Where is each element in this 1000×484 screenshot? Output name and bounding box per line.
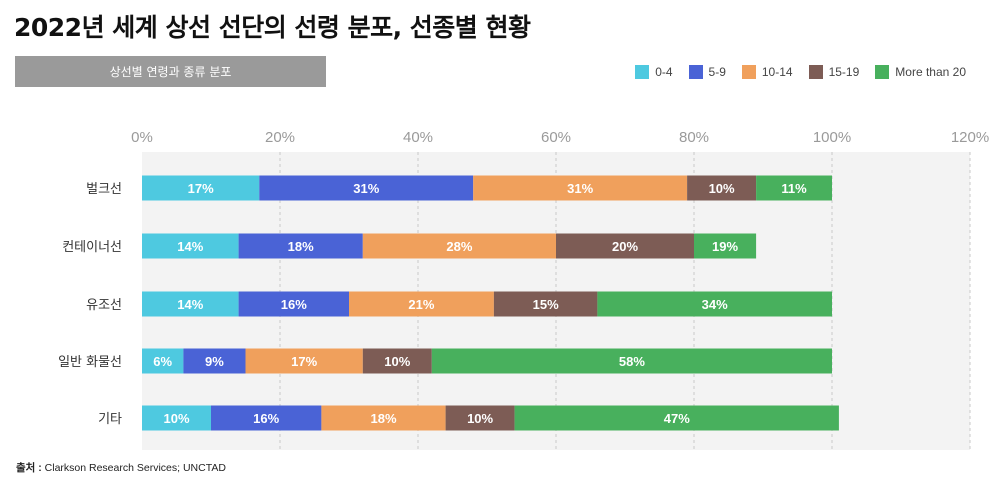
- bar-segment: [321, 405, 446, 431]
- bar-segment: [142, 175, 260, 201]
- legend-swatch: [875, 65, 890, 79]
- bar-segment: [211, 405, 322, 431]
- x-tick-label: 40%: [403, 129, 433, 146]
- legend-label: 5-9: [708, 65, 726, 79]
- data-label: 15%: [533, 297, 559, 312]
- bar-segment: [694, 233, 757, 259]
- data-label: 10%: [163, 411, 189, 426]
- bar-segment: [756, 175, 832, 201]
- bar-segment: [362, 348, 432, 374]
- x-tick-label: 60%: [541, 129, 571, 146]
- data-label: 18%: [370, 411, 396, 426]
- bar-segment: [687, 175, 757, 201]
- bar-segment: [493, 291, 598, 317]
- data-label: 16%: [281, 297, 307, 312]
- x-tick-label: 120%: [951, 129, 989, 146]
- category-label: 컨테이너선: [62, 240, 122, 255]
- data-label: 6%: [153, 354, 172, 369]
- bar-segment: [514, 405, 839, 431]
- legend-swatch: [688, 65, 703, 79]
- source-label: 출처 :: [16, 462, 45, 474]
- data-label: 14%: [177, 239, 203, 254]
- bar-segment: [362, 233, 556, 259]
- legend-item: 10-14: [741, 65, 793, 79]
- bar-segment: [259, 175, 474, 201]
- data-label: 18%: [288, 239, 314, 254]
- bar-segment: [238, 233, 363, 259]
- bar-segment: [142, 233, 239, 259]
- data-label: 11%: [781, 181, 807, 196]
- data-label: 17%: [291, 354, 317, 369]
- data-label: 16%: [253, 411, 279, 426]
- bar-segment: [445, 405, 515, 431]
- bar-segment: [238, 291, 349, 317]
- chart-legend: 0-4 5-9 10-14 15-19 More than 20: [635, 65, 966, 79]
- legend-item: 0-4: [635, 65, 673, 79]
- legend-label: 10-14: [761, 65, 793, 79]
- data-label: 28%: [446, 239, 472, 254]
- category-label: 벌크선: [86, 182, 122, 197]
- legend-swatch: [808, 65, 823, 79]
- chart-subtitle: 상선별 연령과 종류 분포: [15, 56, 326, 87]
- legend-item: 5-9: [688, 65, 726, 79]
- legend-swatch: [741, 65, 756, 79]
- source-text: Clarkson Research Services; UNCTAD: [44, 462, 226, 474]
- data-label: 58%: [619, 354, 645, 369]
- data-label: 10%: [384, 354, 410, 369]
- legend-item: More than 20: [875, 65, 966, 79]
- bar-segment: [473, 175, 688, 201]
- legend-label: 0-4: [655, 65, 673, 79]
- legend-swatch: [635, 65, 650, 79]
- legend-label: 15-19: [828, 65, 860, 79]
- data-label: 17%: [188, 181, 214, 196]
- legend-item: 15-19: [808, 65, 860, 79]
- x-tick-label: 80%: [679, 129, 709, 146]
- legend-label: More than 20: [895, 65, 966, 79]
- data-label: 19%: [712, 239, 738, 254]
- category-label: 유조선: [86, 298, 122, 313]
- bar-segment: [183, 348, 246, 374]
- x-tick-label: 20%: [265, 129, 295, 146]
- data-label: 21%: [408, 297, 434, 312]
- bar-segment: [349, 291, 494, 317]
- data-label: 20%: [612, 239, 638, 254]
- data-label: 14%: [177, 297, 203, 312]
- bar-segment: [431, 348, 832, 374]
- source-note: 출처 : Clarkson Research Services; UNCTAD: [16, 460, 226, 475]
- bar-segment: [142, 291, 239, 317]
- bar-segment: [597, 291, 832, 317]
- bar-segment: [142, 405, 211, 431]
- bar-segment: [142, 348, 184, 374]
- x-tick-label: 0%: [131, 129, 153, 146]
- bar-segment: [245, 348, 363, 374]
- data-label: 9%: [205, 354, 224, 369]
- x-tick-label: 100%: [813, 129, 851, 146]
- bar-segment: [556, 233, 694, 259]
- data-label: 47%: [664, 411, 690, 426]
- data-label: 10%: [709, 181, 735, 196]
- category-label: 기타: [98, 412, 122, 427]
- category-label: 일반 화물선: [58, 355, 122, 370]
- data-label: 34%: [702, 297, 728, 312]
- data-label: 10%: [467, 411, 493, 426]
- page-title: 2022년 세계 상선 선단의 선령 분포, 선종별 현황: [14, 13, 531, 42]
- data-label: 31%: [567, 181, 593, 196]
- data-label: 31%: [353, 181, 379, 196]
